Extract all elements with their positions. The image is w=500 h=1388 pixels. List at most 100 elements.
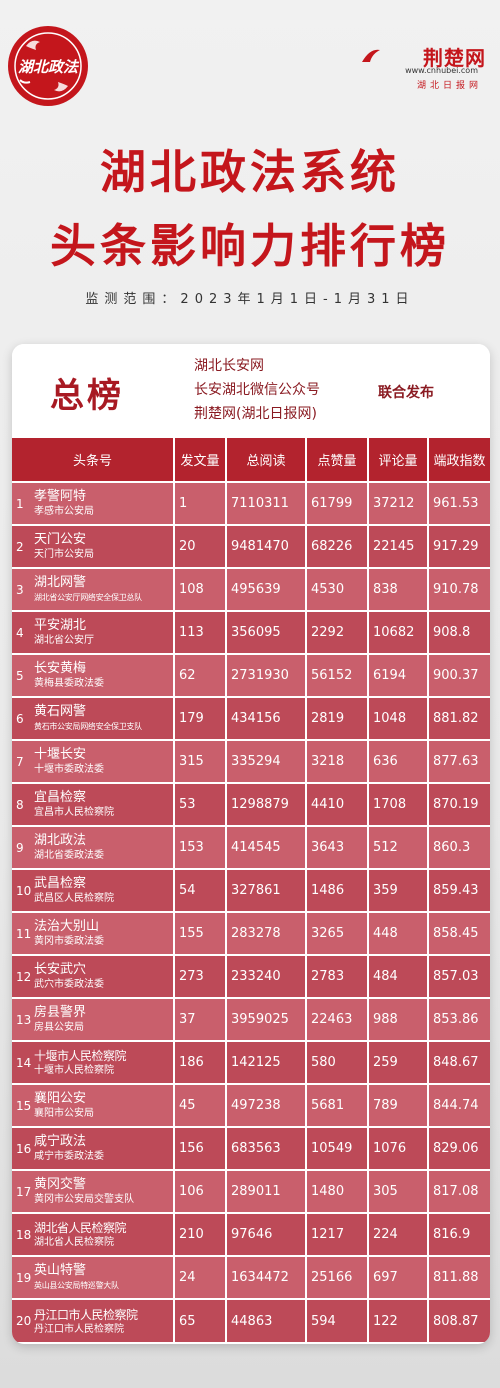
account-name: 湖北政法 bbox=[34, 833, 87, 848]
table-row: 17 黄冈交警 黄冈市公安局交警支队 106 289011 1480 305 817.08 bbox=[12, 1169, 490, 1213]
index-cell: 860.3 bbox=[427, 825, 490, 869]
account-name: 孝警阿特 bbox=[34, 489, 87, 504]
account-cell: 3 湖北网警 湖北省公安厅网络安全保卫总队 bbox=[12, 567, 174, 611]
comments-cell: 838 bbox=[367, 567, 428, 611]
account-org: 黄梅县委政法委 bbox=[34, 678, 104, 689]
rank-number: 17 bbox=[16, 1184, 32, 1199]
reads-cell: 495639 bbox=[225, 567, 306, 611]
rank-number: 8 bbox=[16, 797, 24, 812]
reads-cell: 9481470 bbox=[225, 524, 306, 568]
brand-url: www.cnhubei.com bbox=[405, 66, 478, 75]
index-cell: 917.29 bbox=[427, 524, 490, 568]
account-name: 湖北省人民检察院 bbox=[34, 1221, 127, 1235]
reads-cell: 142125 bbox=[225, 1040, 306, 1084]
posts-cell: 156 bbox=[173, 1126, 226, 1170]
rank-number: 1 bbox=[16, 496, 24, 511]
likes-cell: 22463 bbox=[305, 997, 368, 1041]
posts-cell: 155 bbox=[173, 911, 226, 955]
comments-cell: 259 bbox=[367, 1040, 428, 1084]
account-cell: 15 襄阳公安 襄阳市公安局 bbox=[12, 1083, 174, 1127]
account-name: 黄石网警 bbox=[34, 704, 87, 719]
posts-cell: 53 bbox=[173, 782, 226, 826]
account-cell: 4 平安湖北 湖北省公安厅 bbox=[12, 610, 174, 654]
account-cell: 10 武昌检察 武昌区人民检察院 bbox=[12, 868, 174, 912]
rank-number: 10 bbox=[16, 883, 32, 898]
comments-cell: 6194 bbox=[367, 653, 428, 697]
likes-cell: 3265 bbox=[305, 911, 368, 955]
reads-cell: 233240 bbox=[225, 954, 306, 998]
account-org: 湖北省人民检察院 bbox=[34, 1237, 114, 1248]
posts-cell: 113 bbox=[173, 610, 226, 654]
account-name: 襄阳公安 bbox=[34, 1091, 87, 1106]
account-name: 平安湖北 bbox=[34, 618, 87, 633]
rank-number: 18 bbox=[16, 1227, 32, 1242]
rank-number: 6 bbox=[16, 711, 24, 726]
rank-number: 16 bbox=[16, 1141, 32, 1156]
comments-cell: 789 bbox=[367, 1083, 428, 1127]
page-title-line1: 湖北政法系统 bbox=[100, 145, 400, 199]
account-name: 十堰市人民检察院 bbox=[34, 1049, 127, 1063]
index-cell: 908.8 bbox=[427, 610, 490, 654]
likes-cell: 2292 bbox=[305, 610, 368, 654]
rank-number: 5 bbox=[16, 668, 24, 683]
table-row: 4 平安湖北 湖北省公安厅 113 356095 2292 10682 908.8 bbox=[12, 610, 490, 654]
table-row: 19 英山特警 英山县公安局特巡警大队 24 1634472 25166 697 811.88 bbox=[12, 1255, 490, 1299]
account-org: 武昌区人民检察院 bbox=[34, 893, 114, 904]
rank-number: 13 bbox=[16, 1012, 32, 1027]
table-row: 14 十堰市人民检察院 十堰市人民检察院 186 142125 580 259 848.67 bbox=[12, 1040, 490, 1084]
comments-cell: 1708 bbox=[367, 782, 428, 826]
account-name: 房县警界 bbox=[34, 1005, 87, 1020]
index-cell: 961.53 bbox=[427, 481, 490, 525]
rank-number: 4 bbox=[16, 625, 24, 640]
likes-cell: 68226 bbox=[305, 524, 368, 568]
account-cell: 5 长安黄梅 黄梅县委政法委 bbox=[12, 653, 174, 697]
posts-cell: 45 bbox=[173, 1083, 226, 1127]
posts-cell: 1 bbox=[173, 481, 226, 525]
likes-cell: 3643 bbox=[305, 825, 368, 869]
account-cell: 20 丹江口市人民检察院 丹江口市人民检察院 bbox=[12, 1298, 174, 1342]
table-row: 12 长安武穴 武穴市委政法委 273 233240 2783 484 857.03 bbox=[12, 954, 490, 998]
account-org: 湖北省委政法委 bbox=[34, 850, 104, 861]
reads-cell: 414545 bbox=[225, 825, 306, 869]
brand-subtitle: 湖北日报网 bbox=[416, 81, 482, 91]
ranking-card: 总榜 湖北长安网 长安湖北微信公众号 荆楚网(湖北日报网) 联合发布 头条号 发… bbox=[12, 344, 490, 1344]
comments-cell: 636 bbox=[367, 739, 428, 783]
rank-number: 15 bbox=[16, 1098, 32, 1113]
likes-cell: 4530 bbox=[305, 567, 368, 611]
column-header-posts: 发文量 bbox=[173, 438, 226, 482]
comments-cell: 22145 bbox=[367, 524, 428, 568]
account-cell: 17 黄冈交警黄冈市公安局交警支队 bbox=[12, 1169, 174, 1213]
account-cell: 12 长安武穴 武穴市委政法委 bbox=[12, 954, 174, 998]
table-row: 11 法治大别山 黄冈市委政法委 155 283278 3265 448 858.45 bbox=[12, 911, 490, 955]
account-org: 武穴市委政法委 bbox=[34, 979, 104, 990]
likes-cell: 61799 bbox=[305, 481, 368, 525]
account-org: 孝感市公安局 bbox=[34, 506, 94, 517]
index-cell: 858.45 bbox=[427, 911, 490, 955]
account-cell: 9 湖北政法 湖北省委政法委 bbox=[12, 825, 174, 869]
posts-cell: 108 bbox=[173, 567, 226, 611]
hubei-zhengfa-logo: 湖北政法 bbox=[6, 24, 90, 108]
index-cell: 811.88 bbox=[427, 1255, 490, 1299]
index-cell: 857.03 bbox=[427, 954, 490, 998]
rank-number: 11 bbox=[16, 926, 32, 941]
account-org: 英山县公安局特巡警大队 bbox=[34, 1281, 119, 1290]
index-cell: 900.37 bbox=[427, 653, 490, 697]
table-row: 8 宜昌检察 宜昌市人民检察院 53 1298879 4410 1708 870.19 bbox=[12, 782, 490, 826]
account-name: 黄冈交警 bbox=[34, 1177, 87, 1192]
table-row: 13 房县警界 房县公安局 37 3959025 22463 988 853.86 bbox=[12, 997, 490, 1041]
account-cell: 8 宜昌检察 宜昌市人民检察院 bbox=[12, 782, 174, 826]
account-org: 天门市公安局 bbox=[34, 549, 94, 560]
account-cell: 18 湖北省人民检察院 湖北省人民检察院 bbox=[12, 1212, 174, 1256]
comments-cell: 1048 bbox=[367, 696, 428, 740]
account-name: 丹江口市人民检察院 bbox=[34, 1307, 138, 1322]
card-header: 总榜 湖北长安网 长安湖北微信公众号 荆楚网(湖北日报网) 联合发布 bbox=[12, 344, 490, 438]
account-org: 黄冈市公安局交警支队 bbox=[34, 1194, 134, 1205]
reads-cell: 434156 bbox=[225, 696, 306, 740]
table-row: 9 湖北政法 湖北省委政法委 153 414545 3643 512 860.3 bbox=[12, 825, 490, 869]
index-cell: 848.67 bbox=[427, 1040, 490, 1084]
rank-number: 2 bbox=[16, 539, 24, 554]
reads-cell: 3959025 bbox=[225, 997, 306, 1041]
index-cell: 808.87 bbox=[427, 1298, 490, 1342]
index-cell: 881.82 bbox=[427, 696, 490, 740]
account-cell: 7 十堰长安 十堰市委政法委 bbox=[12, 739, 174, 783]
